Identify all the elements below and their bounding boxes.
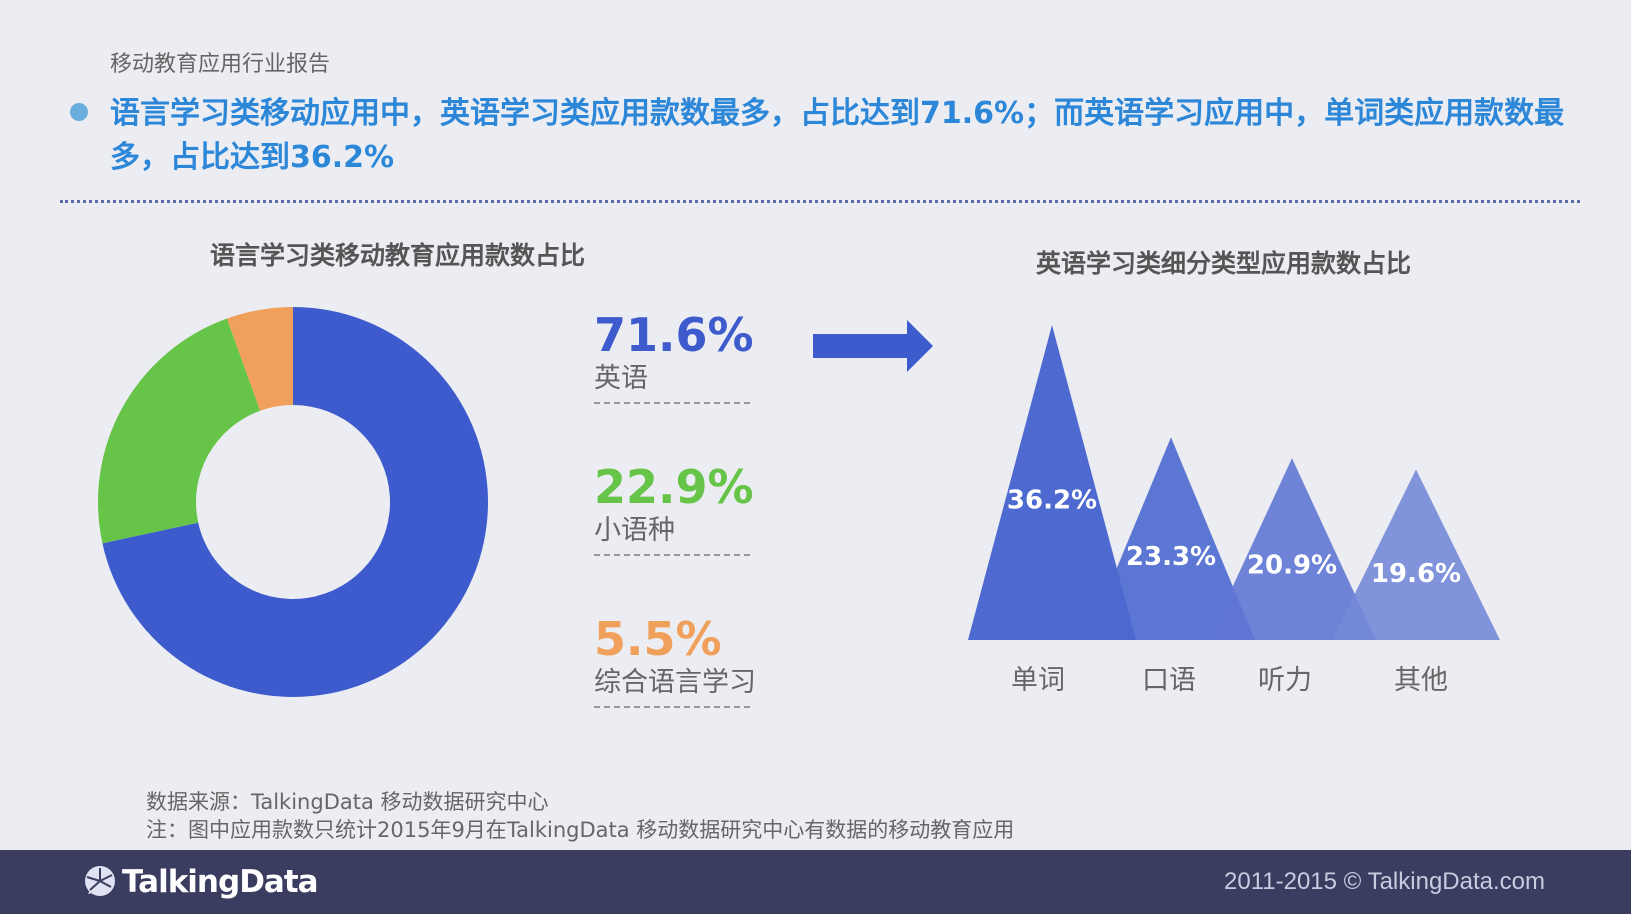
category-label-words: 单词 — [1011, 665, 1065, 696]
legend-dash — [594, 402, 750, 404]
donut-chart-title: 语言学习类移动教育应用款数占比 — [210, 241, 586, 270]
peak-other — [1332, 469, 1500, 640]
legend-item-minor: 22.9% 小语种 — [594, 460, 754, 556]
peak-label-speaking: 23.3% — [1126, 542, 1216, 572]
peak-speaking — [1087, 437, 1255, 640]
legend-label-english: 英语 — [594, 363, 648, 394]
arrow-right-icon — [813, 320, 933, 372]
donut-slice-english — [102, 307, 489, 697]
copyright: 2011-2015 © TalkingData.com — [1224, 868, 1545, 895]
legend-item-english: 71.6% 英语 — [594, 308, 754, 404]
legend-percent-comprehensive: 5.5% — [594, 612, 722, 666]
legend-dash — [594, 706, 750, 708]
legend-label-minor: 小语种 — [594, 515, 675, 546]
category-label-other: 其他 — [1394, 665, 1448, 696]
peak-listening — [1208, 458, 1376, 640]
legend-item-comprehensive: 5.5% 综合语言学习 — [594, 612, 756, 708]
category-label-speaking: 口语 — [1142, 665, 1196, 696]
legend-percent-english: 71.6% — [594, 308, 754, 362]
legend-percent-minor: 22.9% — [594, 460, 754, 514]
talkingdata-logo-icon — [85, 866, 115, 896]
peak-words — [968, 325, 1136, 640]
footer-bar: TalkingData 2011-2015 © TalkingData.com — [0, 850, 1631, 914]
talkingdata-logo-text: TalkingData — [122, 864, 319, 900]
legend-label-comprehensive: 综合语言学习 — [594, 667, 756, 698]
peak-label-words: 36.2% — [1007, 485, 1097, 515]
divider — [60, 200, 1580, 203]
peak-chart-title: 英语学习类细分类型应用款数占比 — [1036, 249, 1412, 278]
peak-label-listening: 20.9% — [1247, 551, 1337, 581]
legend-dash — [594, 554, 750, 556]
donut-slice-comprehensive — [226, 307, 293, 411]
bullet-dot — [70, 103, 88, 121]
headline: 语言学习类移动应用中，英语学习类应用款数最多，占比达到71.6%；而英语学习应用… — [110, 96, 1565, 175]
category-label-listening: 听力 — [1258, 665, 1312, 696]
donut-slice-minor — [98, 318, 261, 544]
peak-label-other: 19.6% — [1371, 559, 1461, 589]
report-label: 移动教育应用行业报告 — [110, 52, 331, 77]
source-note: 数据来源：TalkingData 移动数据研究中心 — [146, 790, 549, 814]
scope-note: 注：图中应用款数只统计2015年9月在TalkingData 移动数据研究中心有… — [146, 818, 1015, 842]
